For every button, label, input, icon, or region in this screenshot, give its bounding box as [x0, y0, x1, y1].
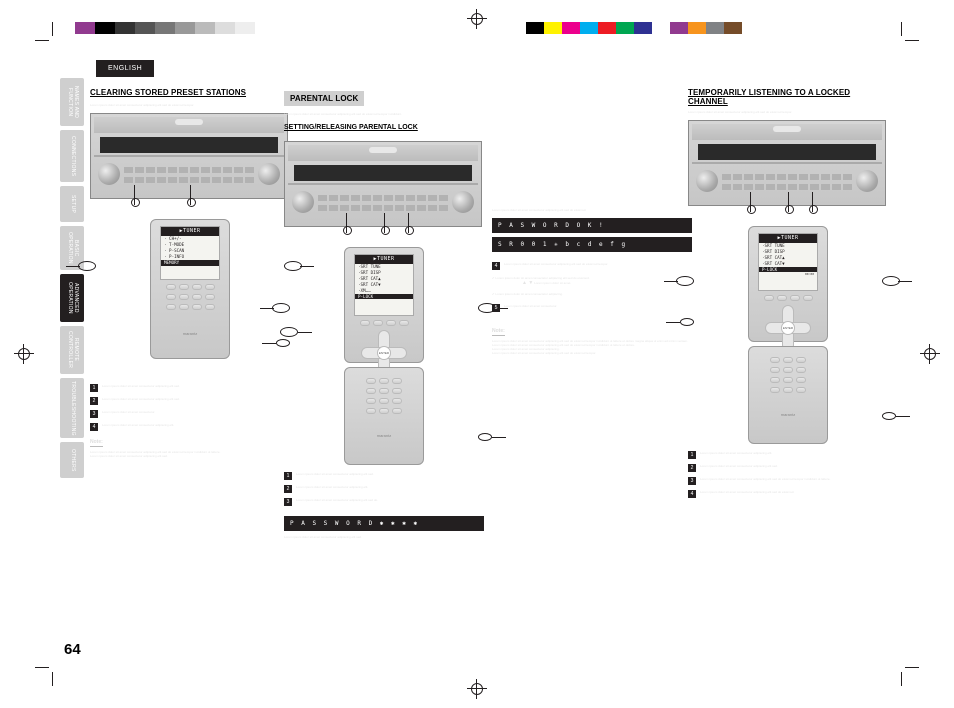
receiver-illustration-3 [688, 120, 886, 206]
channel-strip: S R 0 0 1 ✳ b c d e f g [492, 237, 692, 252]
brand-word: marantz [151, 328, 229, 340]
language-badge: ENGLISH [96, 60, 154, 77]
column-1: CLEARING STORED PRESET STATIONS Lorem ip… [90, 88, 290, 458]
section-tab[interactable]: OTHERS [60, 442, 84, 478]
col1-note: Note: Lorem ipsum dolor sit amet consect… [90, 439, 290, 458]
section-tabs: NAMES AND FUNCTIONCONNECTIONSSETUPBASIC … [60, 78, 84, 478]
step-3: 3Lorem ipsum dolor sit amet consectetur. [90, 410, 290, 418]
remote-illustration-2: ▶TUNER·SRT TUNE·SRT DISP·SRT CAT▲·SRT CA… [284, 247, 484, 467]
col1-heading: CLEARING STORED PRESET STATIONS [90, 88, 290, 97]
col1-intro: Lorem ipsum dolor sit amet consectetur a… [90, 103, 290, 107]
page: ENGLISH NAMES AND FUNCTION CONNECTIONS SET… [60, 36, 894, 658]
password-strip: P A S S W O R D ✱ ✱ ✱ ✱ [284, 516, 484, 531]
step-4: 4Lorem ipsum dolor sit amet consectetur … [90, 423, 290, 431]
remote-illustration-1: ▶TUNER· CH+/-· T-MODE· P-SCAN· P-INFOMEM… [90, 219, 290, 379]
section-tab[interactable]: ADVANCED OPERATION [60, 274, 84, 322]
page-number: 64 [64, 641, 81, 658]
column-2: PARENTAL LOCK Lorem ipsum dolor sit amet… [284, 88, 484, 539]
col4-heading: TEMPORARILY LISTENING TO A LOCKED CHANNE… [688, 88, 888, 106]
column-3: Lorem ipsum dolor sit amet consectetur a… [492, 88, 692, 355]
section-tab[interactable]: TROUBLESHOOTING [60, 378, 84, 438]
receiver-illustration-2 [284, 141, 482, 227]
section-tab[interactable]: SETUP [60, 186, 84, 222]
step-2: 2Lorem ipsum dolor sit amet consectetur … [90, 397, 290, 405]
column-4: TEMPORARILY LISTENING TO A LOCKED CHANNE… [688, 88, 888, 498]
remote-illustration-3: ▶TUNER·SRT TUNE·SRT DISP·SRT CAT▲·SRT CA… [688, 226, 888, 446]
step-1: 1Lorem ipsum dolor sit amet consectetur … [90, 384, 290, 392]
col3-note: Note: Lorem ipsum dolor sit amet consect… [492, 328, 692, 355]
password-ok-strip: P A S W O R D O K ! [492, 218, 692, 233]
colorbar-left [75, 22, 275, 34]
receiver-illustration-1 [90, 113, 288, 199]
arrows-icon: ▲ ▼ [522, 280, 533, 286]
colorbar-right [526, 22, 742, 34]
col2-heading: PARENTAL LOCK [284, 91, 364, 106]
section-tab[interactable]: CONNECTIONS [60, 130, 84, 182]
section-tab[interactable]: REMOTE CONTROLLER [60, 326, 84, 374]
section-tab[interactable]: NAMES AND FUNCTION [60, 78, 84, 126]
col2-subheading: SETTING/RELEASING PARENTAL LOCK [284, 124, 484, 131]
